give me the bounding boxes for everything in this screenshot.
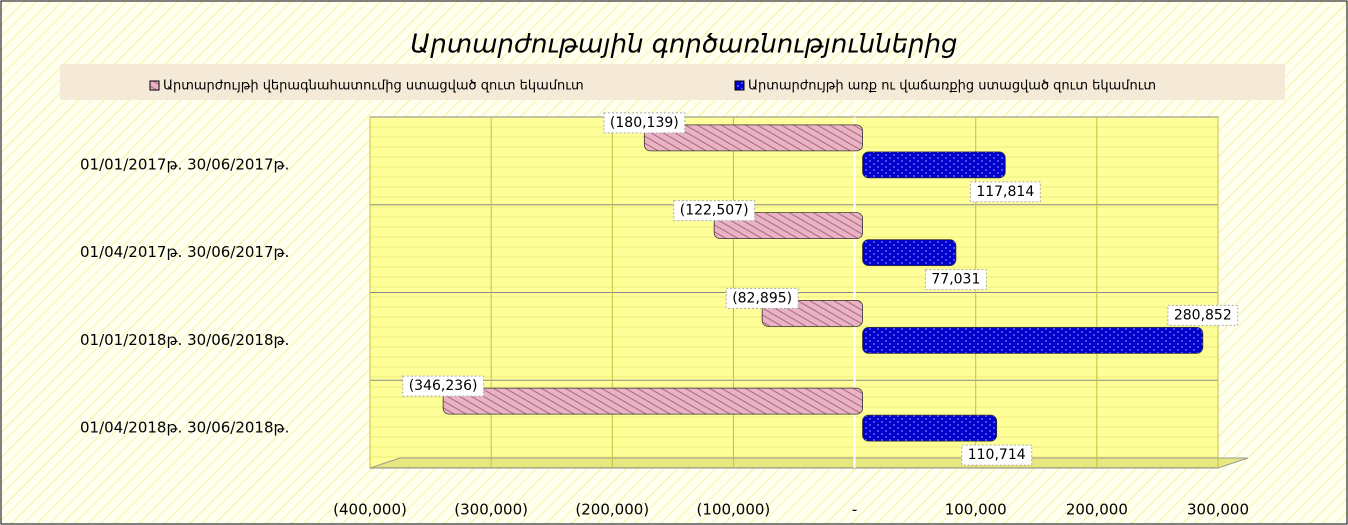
bar (643, 124, 863, 152)
legend-swatch (149, 80, 160, 91)
value-label-box (961, 444, 1033, 466)
value-label: 77,031 (931, 272, 980, 288)
x-tick-label: (400,000) (333, 501, 407, 519)
value-label: (122,507) (680, 203, 749, 219)
bar (442, 387, 863, 415)
value-label: (82,895) (732, 290, 792, 306)
legend-label: Արտարժույթի վերագնահատումից ստացված զուտ… (163, 79, 584, 94)
bar (862, 326, 1204, 354)
x-tick-label: 100,000 (945, 501, 1007, 519)
y-tick-label: 01/01/2018թ. 30/06/2018թ. (80, 331, 289, 349)
value-label-box (673, 200, 756, 222)
legend-label: Արտարժույթի առք ու վաճառքից ստացված զուտ… (748, 79, 1156, 94)
value-label-box (1167, 304, 1239, 326)
plot-floor (369, 457, 1249, 469)
value-label-box (402, 375, 485, 397)
legend-swatch (734, 80, 745, 91)
bar (862, 151, 1006, 179)
bar (862, 414, 998, 442)
y-tick-label: 01/04/2017թ. 30/06/2017թ. (80, 243, 289, 261)
value-label-box (924, 269, 987, 291)
x-tick-label: - (852, 501, 857, 519)
value-label: 280,852 (1174, 307, 1232, 323)
y-tick-label: 01/04/2018թ. 30/06/2018թ. (80, 419, 289, 437)
y-tick-label: 01/01/2017թ. 30/06/2017թ. (80, 155, 289, 173)
value-label: (346,236) (409, 378, 478, 394)
value-label: 110,714 (968, 447, 1026, 463)
value-label: (180,139) (610, 115, 679, 131)
value-label-box (603, 112, 686, 134)
x-tick-label: (100,000) (697, 501, 771, 519)
value-label-box (725, 287, 799, 309)
chart-title: Արտարժութային գործառնություններից (410, 30, 957, 60)
x-tick-label: (300,000) (454, 501, 528, 519)
value-label: 117,814 (976, 184, 1034, 200)
value-label-box (969, 181, 1041, 203)
x-tick-label: 300,000 (1187, 501, 1249, 519)
legend-box (60, 64, 1285, 100)
bar (862, 239, 957, 267)
x-tick-label: 200,000 (1066, 501, 1128, 519)
x-tick-label: (200,000) (575, 501, 649, 519)
